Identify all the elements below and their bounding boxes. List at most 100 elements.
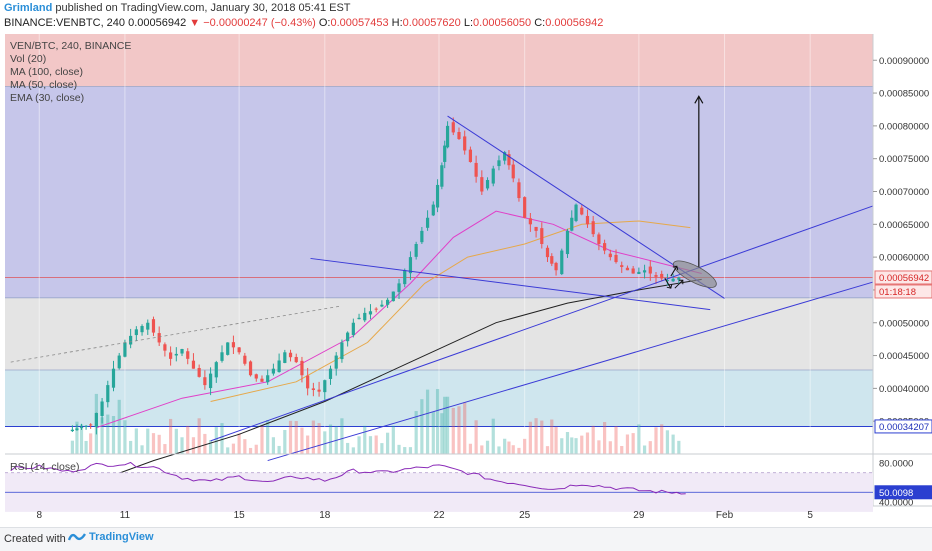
low-value: 0.00056050 bbox=[473, 17, 532, 29]
volume-bar bbox=[317, 423, 321, 454]
candle-body bbox=[637, 271, 641, 274]
footer-bar: Created with TradingView bbox=[0, 527, 932, 551]
volume-bar bbox=[528, 421, 532, 454]
volume-bar bbox=[203, 433, 207, 454]
candle-body bbox=[260, 378, 264, 382]
zone-red bbox=[5, 34, 873, 87]
candle-body bbox=[283, 352, 287, 363]
volume-bar bbox=[226, 447, 230, 454]
rsi-tick-label: 80.0000 bbox=[879, 458, 913, 469]
candle-body bbox=[620, 265, 624, 267]
volume-bar bbox=[386, 432, 390, 454]
volume-bar bbox=[368, 436, 373, 454]
candle-body bbox=[180, 349, 184, 354]
high-label: H: bbox=[391, 17, 403, 29]
candle-body bbox=[146, 322, 150, 330]
candle-body bbox=[254, 374, 258, 379]
candle-body bbox=[554, 262, 558, 271]
candle-body bbox=[480, 177, 484, 192]
rsi-line bbox=[10, 461, 686, 495]
time-tick-label: 18 bbox=[319, 510, 331, 521]
zone-blue bbox=[5, 370, 873, 427]
volume-bar bbox=[503, 438, 507, 454]
candle-body bbox=[585, 215, 590, 225]
volume-bar bbox=[214, 427, 218, 454]
volume-bar bbox=[511, 445, 515, 454]
volume-bar bbox=[603, 422, 607, 454]
arrow-up-icon bbox=[674, 279, 684, 289]
volume-bar bbox=[565, 432, 570, 454]
zone-gray bbox=[5, 297, 873, 370]
candle-body bbox=[134, 329, 138, 336]
candle-body bbox=[654, 275, 658, 277]
legend-ma100[interactable]: MA (100, close) bbox=[10, 66, 83, 78]
volume-bar bbox=[414, 411, 418, 454]
candle-body bbox=[100, 401, 104, 416]
candle-body bbox=[565, 230, 570, 255]
candle-body bbox=[214, 362, 218, 378]
volume-bar bbox=[328, 424, 333, 454]
price-tick-label: 0.00070000 bbox=[879, 187, 929, 198]
candle-body bbox=[363, 312, 367, 321]
candle-body bbox=[357, 317, 361, 320]
candle-body bbox=[340, 342, 344, 360]
candle-body bbox=[380, 304, 384, 307]
candle-body bbox=[351, 322, 355, 335]
candle-body bbox=[451, 122, 455, 133]
support-price-tag: 0.00034207 bbox=[879, 422, 929, 433]
candle-body bbox=[608, 253, 612, 258]
candle-body bbox=[591, 221, 595, 235]
volume-bar bbox=[660, 424, 664, 454]
brand-name: TradingView bbox=[89, 531, 154, 543]
tradingview-brand[interactable]: TradingView bbox=[68, 531, 154, 543]
candle-body bbox=[89, 424, 93, 426]
volume-bar bbox=[580, 435, 584, 454]
volume-bar bbox=[608, 441, 612, 454]
candle-body bbox=[397, 283, 401, 292]
candle-body bbox=[84, 425, 88, 427]
volume-bar bbox=[425, 389, 430, 454]
candle-body bbox=[70, 429, 74, 432]
candle-body bbox=[266, 375, 270, 383]
volume-bar bbox=[163, 444, 167, 454]
volume-bar bbox=[243, 439, 247, 454]
rsi-legend[interactable]: RSI (14, close) bbox=[10, 461, 79, 473]
candle-body bbox=[425, 217, 430, 228]
candle-body bbox=[300, 360, 304, 376]
candle-body bbox=[435, 184, 440, 208]
candle-body bbox=[403, 270, 407, 285]
volume-bar bbox=[351, 447, 355, 454]
volume-bar bbox=[507, 441, 511, 454]
candle-body bbox=[140, 326, 144, 333]
candle-body bbox=[111, 368, 116, 388]
legend-vol[interactable]: Vol (20) bbox=[10, 53, 46, 65]
candle-body bbox=[323, 380, 327, 393]
author-name[interactable]: Grimland bbox=[4, 2, 53, 14]
candle-body bbox=[625, 267, 630, 271]
candle-body bbox=[197, 368, 201, 377]
candle-body bbox=[570, 217, 574, 231]
candle-body bbox=[431, 204, 435, 216]
candle-body bbox=[129, 335, 133, 345]
volume-bar bbox=[311, 420, 315, 454]
candle-body bbox=[511, 164, 515, 179]
ema30-line bbox=[210, 220, 691, 402]
candle-body bbox=[220, 352, 224, 361]
candle-body bbox=[174, 353, 178, 356]
chart-legend-title: VEN/BTC, 240, BINANCE bbox=[10, 40, 131, 52]
candle-body bbox=[507, 154, 511, 166]
legend-ma50[interactable]: MA (50, close) bbox=[10, 79, 77, 91]
candle-body bbox=[288, 352, 293, 358]
time-tick-label: 5 bbox=[807, 510, 813, 521]
legend-ema30[interactable]: EMA (30, close) bbox=[10, 92, 84, 104]
volume-bar bbox=[146, 428, 150, 454]
support-price-tag-bg bbox=[874, 419, 932, 434]
volume-bar bbox=[363, 425, 367, 454]
candle-body bbox=[560, 250, 564, 275]
volume-bar bbox=[554, 426, 558, 454]
candle-body bbox=[151, 319, 156, 333]
candle-body bbox=[545, 247, 550, 258]
volume-bar bbox=[648, 441, 652, 454]
price-chart[interactable]: 0.00090000 0.00085000 0.00080000 0.00075000… bbox=[0, 0, 932, 527]
volume-bar bbox=[403, 447, 407, 454]
